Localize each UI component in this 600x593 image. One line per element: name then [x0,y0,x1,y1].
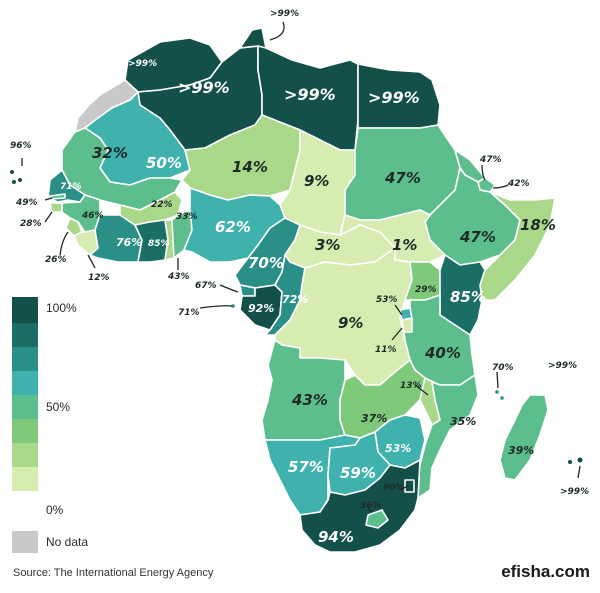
label-burkina-faso: 22% [151,200,173,210]
label-cameroon: 70% [248,254,284,272]
label-rwanda: 53% [376,295,398,305]
source-citation: Source: The International Energy Agency [13,567,214,579]
label-zimbabwe: 53% [385,442,411,455]
legend-label-0: 0% [46,503,64,517]
label-south-sudan: 1% [392,236,417,254]
legend-swatch-63 [12,371,38,395]
label-guinea: 46% [81,211,104,221]
label-burundi: 11% [375,345,397,355]
label-ghana: 85% [148,239,170,249]
label-seychelles: >99% [548,361,577,371]
label-chad: 9% [304,172,329,190]
comoros-islands [500,396,504,400]
comoros-islands [495,390,499,394]
label-cote-divoire: 76% [116,236,142,249]
label-comoros: 70% [492,363,514,373]
label-mali: 32% [92,144,128,162]
country-guinea-bissau[interactable] [49,202,63,213]
seychelles-islands [568,460,572,464]
legend-swatch-0 [12,467,38,491]
label-guinea-bissau: 28% [20,219,42,229]
label-tanzania: 40% [424,344,461,362]
label-morocco: >99% [128,59,157,69]
label-senegal: 71% [60,182,82,192]
country-labels: >99% >99% >99% >99% >99% 96% 32% 50% 14%… [10,9,589,546]
label-lesotho: 36% [360,501,382,511]
label-congo: 72% [282,293,308,306]
label-benin: 43% [167,272,190,282]
label-mauritius: >99% [560,487,589,497]
label-sierra-leone: 26% [45,255,67,265]
legend-swatch-88 [12,323,38,347]
label-cabo-verde: 96% [10,141,32,151]
label-ethiopia: 47% [459,228,496,246]
label-madagascar: 39% [508,444,534,457]
label-algeria: >99% [178,78,230,97]
mauritius-island [577,457,583,463]
cabo-verde-islands [12,180,16,184]
brand-watermark: efisha.com [501,562,590,581]
label-sudan: 47% [384,169,421,187]
label-libya: >99% [284,85,336,104]
legend-label-no-data: No data [46,535,89,549]
sao-tome-island [231,304,235,308]
legend-swatch-nodata [12,531,38,553]
country-madagascar[interactable] [499,394,549,481]
label-car: 3% [315,236,340,254]
country-mozambique[interactable] [411,374,479,499]
label-egypt: >99% [368,88,420,107]
label-uganda: 29% [415,285,437,295]
label-angola: 43% [291,391,328,409]
label-botswana: 59% [340,464,376,482]
legend-swatch-75 [12,347,38,371]
label-djibouti: 42% [507,179,530,189]
cabo-verde-islands [10,170,14,174]
label-eritrea: 47% [479,155,502,165]
country-burundi[interactable] [401,317,413,333]
label-sao-tome: 71% [178,308,200,318]
legend-swatch-25 [12,443,38,467]
legend-swatch-100 [12,297,38,323]
country-lesotho[interactable] [365,509,389,529]
country-somalia[interactable] [479,191,556,301]
label-gambia: 49% [15,198,38,208]
label-mauritania: 50% [146,154,182,172]
label-south-africa: 94% [318,528,354,546]
label-malawi: 13% [400,381,422,391]
label-nigeria: 62% [215,218,251,236]
label-arrows [21,21,581,513]
cabo-verde-islands [18,178,22,182]
legend-swatch-50 [12,395,38,419]
legend-label-100: 100% [46,301,77,315]
label-liberia: 12% [88,273,110,283]
label-somalia: 18% [520,216,556,234]
legend-swatch-38 [12,419,38,443]
country-eswatini[interactable] [404,479,415,493]
label-niger: 14% [232,158,268,176]
label-kenya: 85% [450,288,486,306]
label-eswatini: 90% [383,483,405,493]
label-eq-guinea: 67% [195,281,217,291]
label-mozambique: 35% [450,415,476,428]
label-namibia: 57% [288,458,324,476]
legend-label-50: 50% [46,400,71,414]
label-togo: 33% [176,212,198,222]
label-zambia: 37% [361,412,387,425]
label-gabon: 92% [248,302,274,315]
country-south-africa[interactable] [299,459,421,553]
label-tunisia-outer: >99% [270,9,299,19]
label-drc: 9% [338,314,363,332]
